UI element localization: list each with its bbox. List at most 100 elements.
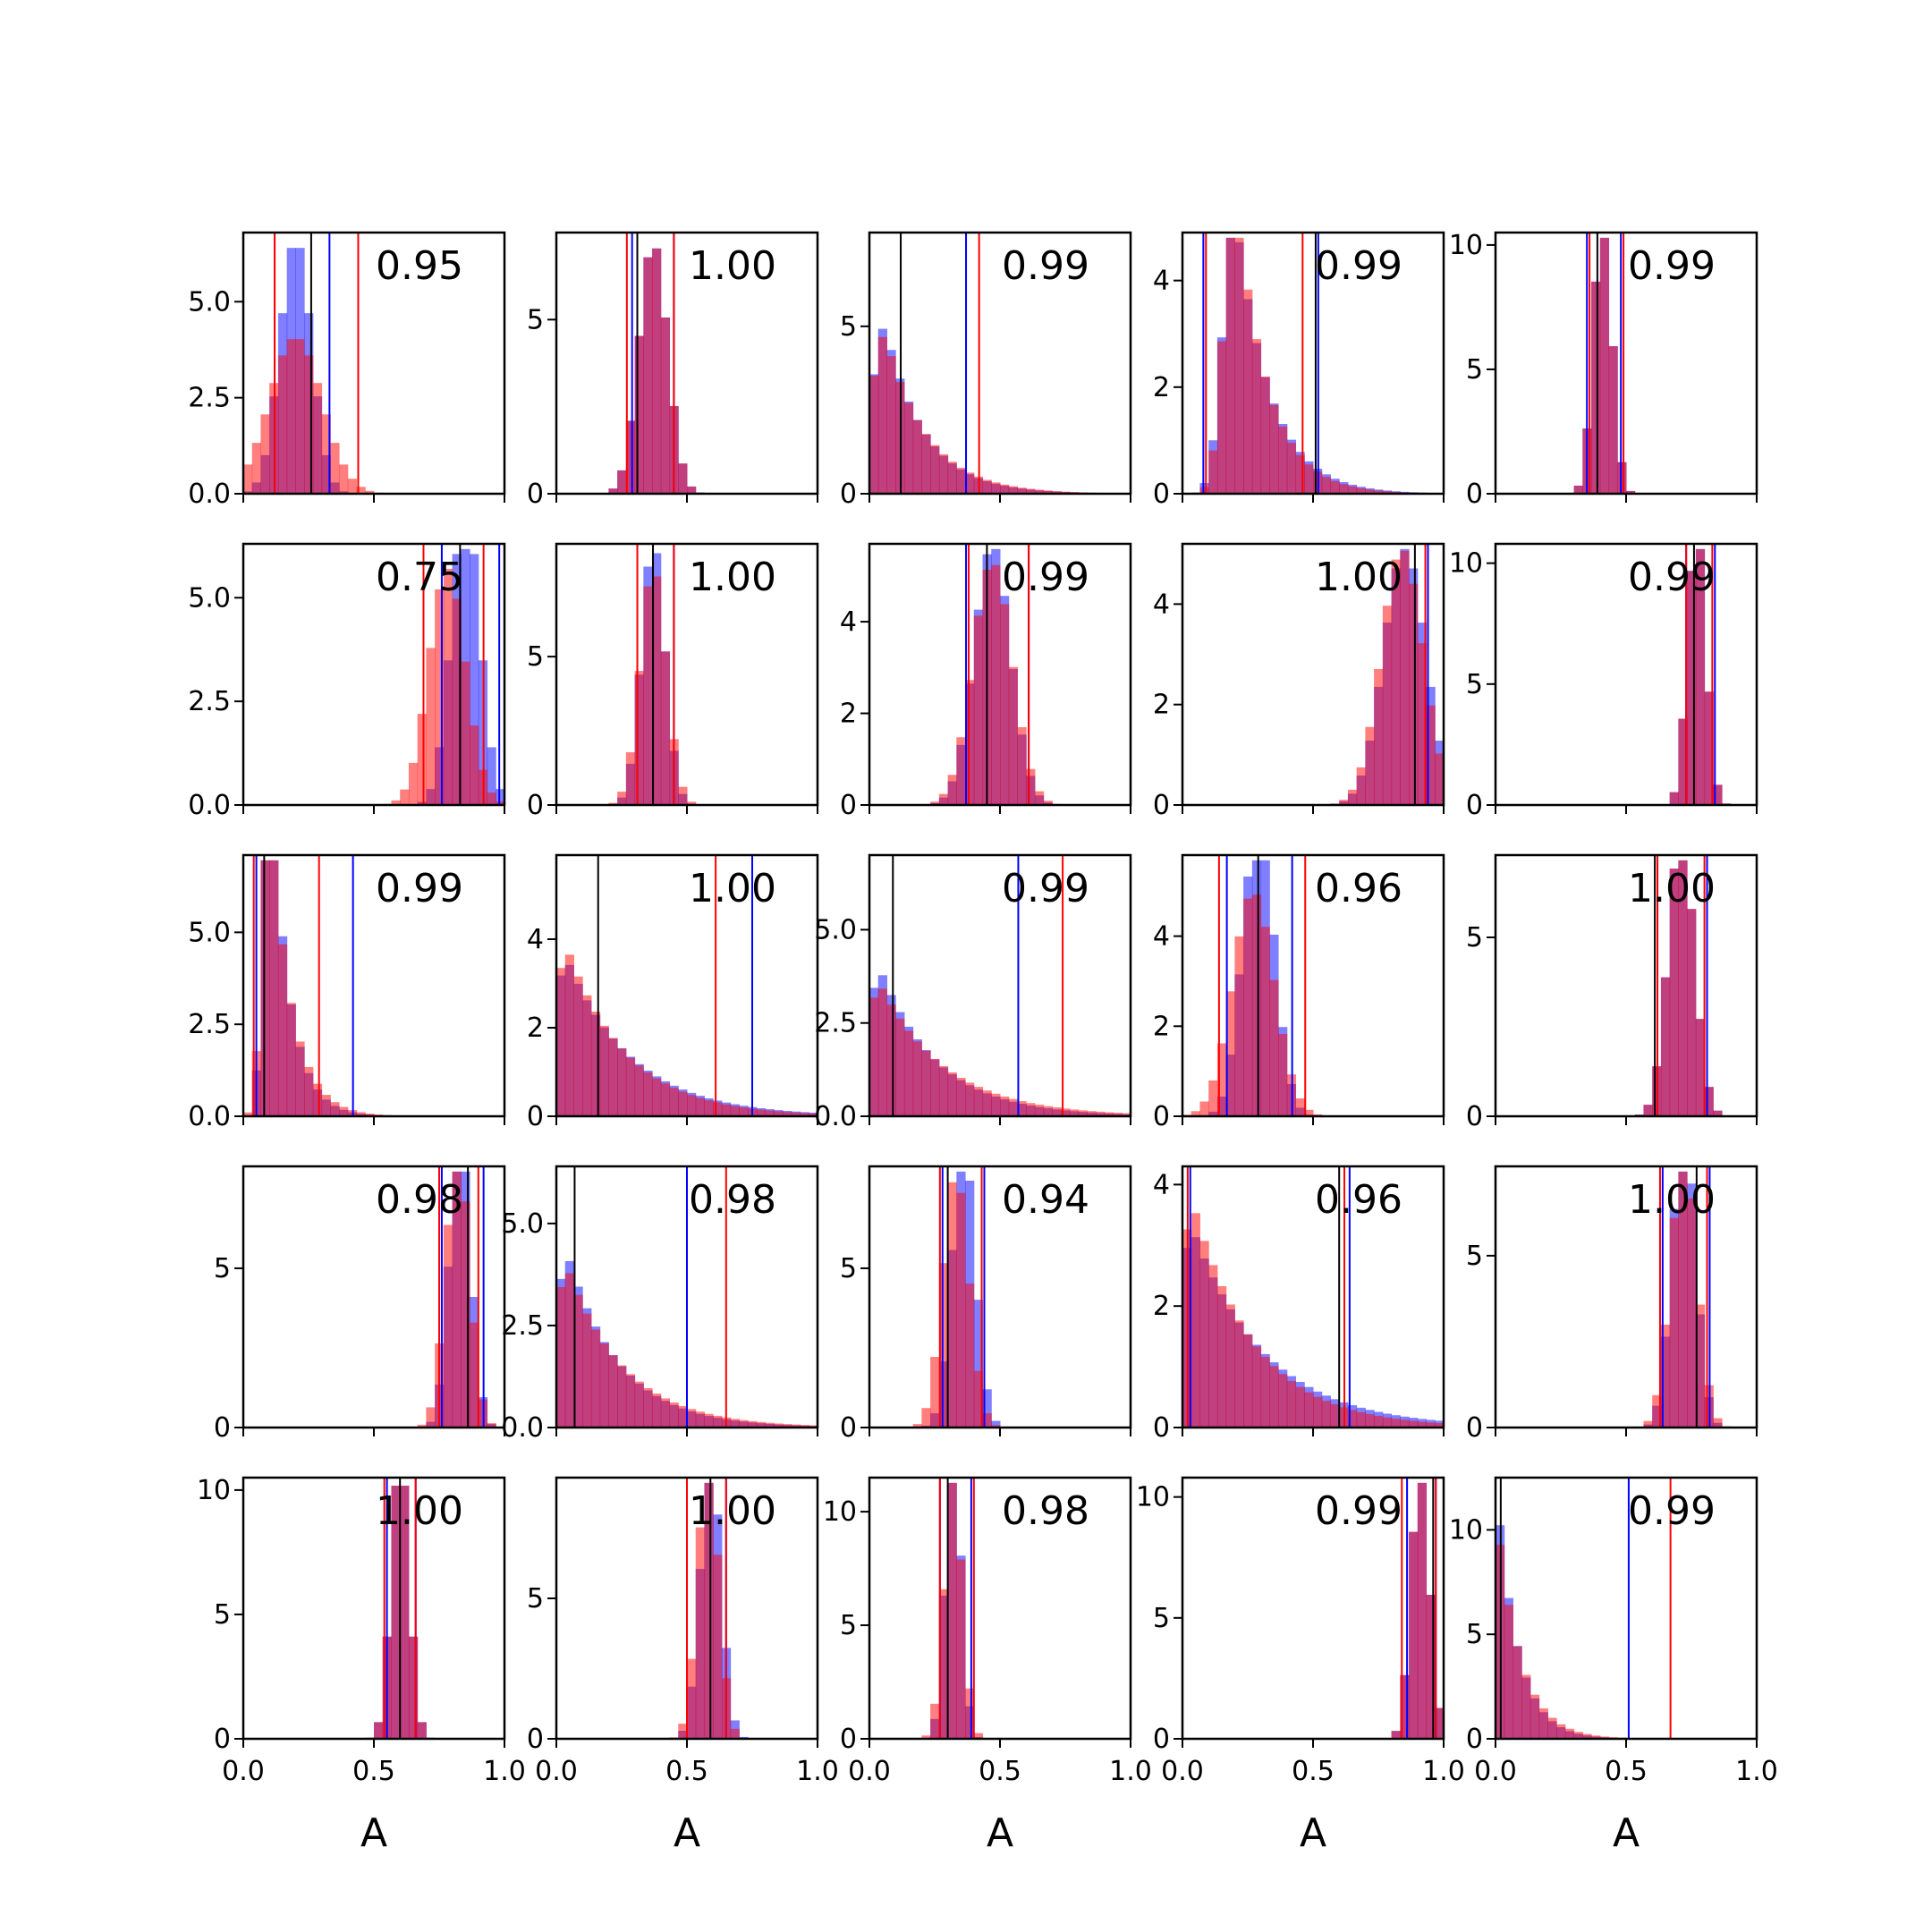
red-histogram-bar — [617, 470, 627, 494]
red-histogram-bar — [1330, 1404, 1340, 1428]
panel-r2-c1: 0 2 4 1.00 — [527, 853, 819, 1132]
y-tick-label: 2 — [1153, 690, 1170, 721]
red-histogram-bar — [1339, 484, 1349, 494]
red-histogram-bar — [1304, 1109, 1314, 1116]
y-tick-label: 0.0 — [188, 479, 231, 510]
red-histogram-bar — [756, 1109, 767, 1116]
red-histogram-bar — [982, 1413, 992, 1428]
y-tick-label: 4 — [527, 924, 544, 955]
red-histogram-bar — [1564, 1728, 1575, 1739]
y-tick-label: 0.0 — [814, 1101, 857, 1132]
red-histogram-bar — [1435, 1423, 1444, 1428]
red-histogram-bar — [1409, 1420, 1419, 1428]
red-histogram-bar — [1435, 1707, 1444, 1739]
red-histogram-bar — [599, 1025, 609, 1116]
panel-r0-c1: 051.00 — [527, 231, 819, 510]
blue-histogram-bar — [991, 1420, 1001, 1428]
red-histogram-bar — [1243, 898, 1253, 1116]
red-histogram-bar — [678, 1724, 688, 1739]
y-tick-label: 2 — [840, 699, 857, 730]
panel-r3-c0: 050.98 — [214, 1165, 506, 1444]
red-histogram-bar — [652, 1078, 662, 1116]
x-tick-label: 0.0 — [1161, 1756, 1204, 1787]
red-histogram-bar — [417, 1424, 427, 1428]
bars — [1496, 1525, 1662, 1739]
red-histogram-bar — [1599, 1736, 1610, 1739]
panel-r1-c2: 0 2 4 0.99 — [840, 542, 1132, 821]
red-histogram-bar — [938, 1065, 949, 1116]
red-histogram-bar — [1017, 727, 1027, 805]
red-histogram-bar — [652, 248, 662, 494]
y-tick-label: 10 — [1136, 1482, 1170, 1513]
red-histogram-bar — [1000, 1096, 1010, 1116]
red-histogram-bar — [800, 1113, 809, 1116]
red-histogram-bar — [321, 1095, 331, 1116]
red-histogram-bar — [669, 1088, 679, 1116]
y-tick-label: 10 — [823, 1496, 857, 1528]
red-histogram-bar — [1052, 491, 1062, 494]
y-tick-label: 5 — [840, 1253, 857, 1284]
red-histogram-bar — [625, 752, 636, 805]
red-histogram-bar — [470, 725, 479, 805]
y-tick-label: 2.5 — [188, 686, 231, 717]
red-histogram-bar — [1234, 936, 1244, 1116]
red-histogram-bar — [791, 1424, 801, 1428]
y-tick-label: 5 — [214, 1253, 231, 1284]
red-histogram-bar — [1669, 869, 1679, 1116]
red-histogram-bar — [1269, 979, 1279, 1116]
red-histogram-bar — [687, 801, 697, 805]
red-histogram-bar — [1052, 1107, 1062, 1116]
x-axis-label: A — [1300, 1810, 1326, 1856]
red-histogram-bar — [277, 355, 288, 494]
panel-value-label: 0.96 — [1315, 1177, 1402, 1223]
red-histogram-bar — [573, 976, 583, 1116]
y-tick-label: 0 — [840, 1724, 857, 1755]
red-histogram-bar — [1304, 464, 1314, 494]
red-histogram-bar — [938, 1263, 949, 1428]
red-histogram-bar — [461, 1201, 470, 1428]
red-histogram-bar — [1225, 1304, 1235, 1428]
red-histogram-bar — [1216, 1285, 1227, 1428]
red-histogram-bar — [1382, 491, 1393, 494]
red-histogram-bar — [695, 1097, 705, 1116]
red-histogram-bar — [564, 1273, 574, 1428]
red-histogram-bar — [739, 1107, 749, 1116]
y-tick-label: 0 — [1466, 1101, 1483, 1132]
red-histogram-bar — [886, 1004, 896, 1116]
red-histogram-bar — [756, 1421, 767, 1428]
panel-r4-c0: 0 5 10 0.0 0.5 1.0 1.00 A — [197, 1475, 526, 1856]
red-histogram-bar — [1652, 1394, 1662, 1428]
red-histogram-bar — [1687, 1198, 1697, 1428]
red-histogram-bar — [783, 1112, 792, 1116]
panel-r0-c0: 0.0 2.5 5.0 0.95 — [188, 231, 506, 510]
red-histogram-bar — [1295, 454, 1305, 494]
red-histogram-bar — [1017, 487, 1027, 494]
blue-histogram-bar — [973, 1300, 984, 1428]
red-histogram-bar — [800, 1425, 809, 1428]
red-histogram-bar — [1591, 1735, 1601, 1739]
y-tick-label: 5 — [1466, 1241, 1483, 1272]
red-histogram-bar — [1400, 1419, 1410, 1428]
y-tick-label: 5.0 — [501, 1208, 544, 1240]
x-tick-label: 1.0 — [1109, 1756, 1152, 1787]
red-histogram-bar — [625, 420, 636, 494]
panel-value-label: 0.96 — [1315, 866, 1402, 911]
bars — [1182, 860, 1331, 1116]
panel-value-label: 0.99 — [1002, 866, 1089, 911]
bars — [556, 1260, 818, 1428]
red-histogram-bar — [730, 1419, 740, 1428]
red-histogram-bar — [1556, 1724, 1566, 1739]
blue-histogram-bar — [470, 554, 479, 805]
red-histogram-bar — [765, 1110, 775, 1116]
red-histogram-bar — [877, 336, 887, 494]
red-histogram-bar — [956, 467, 966, 494]
y-tick-label: 5.0 — [188, 286, 231, 318]
red-histogram-bar — [713, 1415, 723, 1428]
panel-value-label: 0.99 — [1002, 243, 1089, 289]
y-tick-label: 0 — [527, 479, 544, 510]
red-histogram-bar — [678, 786, 688, 805]
red-histogram-bar — [895, 1018, 905, 1116]
x-tick-label: 0.5 — [1605, 1756, 1648, 1787]
red-histogram-bar — [1547, 1717, 1557, 1739]
